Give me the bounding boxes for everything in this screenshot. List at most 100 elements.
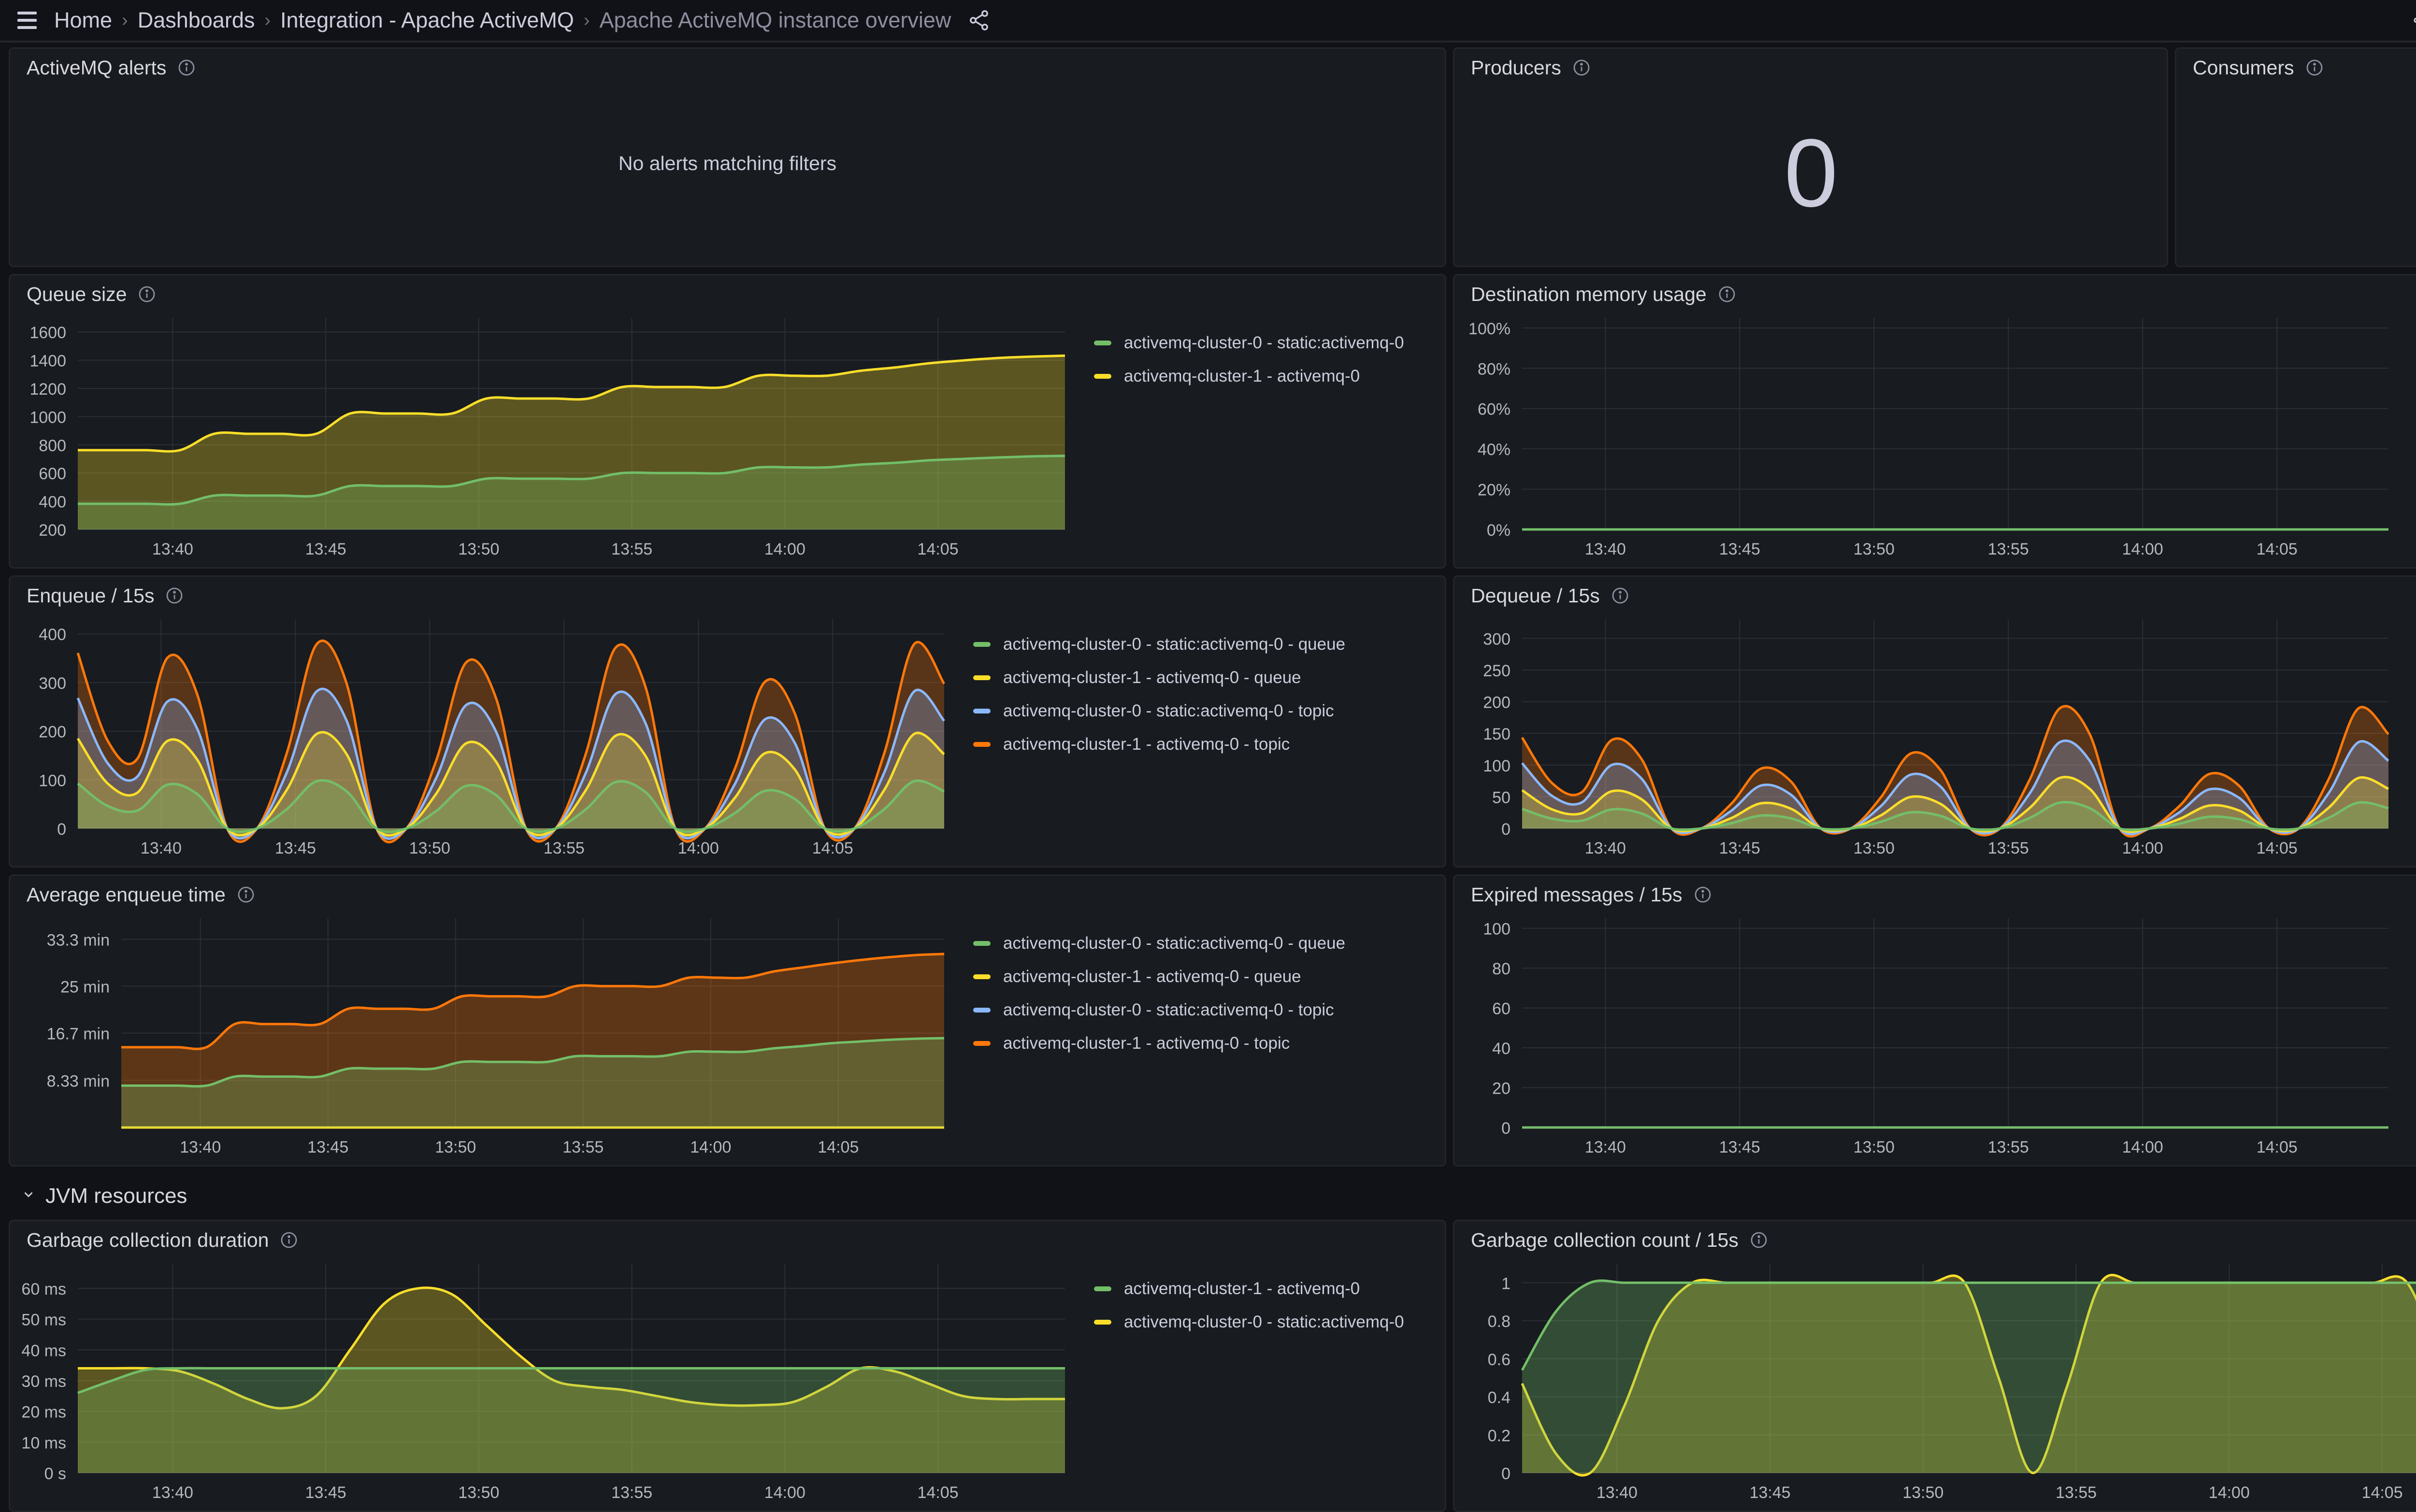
breadcrumb-item-integration[interactable]: Integration - Apache ActiveMQ (280, 8, 574, 33)
svg-text:40%: 40% (1478, 441, 1510, 459)
info-icon[interactable] (1693, 885, 1712, 904)
legend-item-label: activemq-cluster-1 - activemq-0 - queue (1003, 668, 1301, 687)
svg-text:400: 400 (39, 493, 66, 512)
legend-item[interactable]: activemq-cluster-0 - static:activemq-0 (1094, 333, 1445, 353)
svg-text:14:00: 14:00 (690, 1138, 731, 1156)
legend-item[interactable]: activemq-cluster-1 - activemq-0 - queue (973, 967, 1445, 986)
svg-text:200: 200 (39, 723, 66, 742)
svg-text:14:05: 14:05 (918, 1483, 959, 1502)
share-icon[interactable] (967, 9, 991, 32)
legend-average-enqueue-time: activemq-cluster-0 - static:activemq-0 -… (957, 908, 1445, 1165)
panel-consumers: Consumers 0 (2175, 47, 2416, 267)
legend-item[interactable]: activemq-cluster-1 - activemq-0 - queue (973, 668, 1445, 687)
panel-title: Queue size (27, 283, 127, 306)
svg-text:13:45: 13:45 (307, 1138, 348, 1156)
svg-text:0 s: 0 s (44, 1465, 66, 1483)
breadcrumb-separator: › (112, 10, 138, 31)
svg-text:13:50: 13:50 (1902, 1483, 1943, 1502)
legend-color-swatch (973, 709, 991, 713)
dashboard-settings-button[interactable] (2401, 4, 2416, 36)
alerts-empty-message: No alerts matching filters (10, 81, 1445, 266)
info-icon[interactable] (177, 58, 196, 77)
panel-title: Consumers (2193, 57, 2294, 79)
legend-item[interactable]: activemq-cluster-0 - static:activemq-0 (1094, 1312, 1445, 1332)
menu-toggle-icon[interactable] (14, 7, 41, 34)
svg-text:0: 0 (1501, 820, 1510, 839)
info-icon[interactable] (165, 586, 184, 605)
panel-title: Producers (1471, 57, 1561, 79)
breadcrumb-item-home[interactable]: Home (54, 8, 112, 33)
panel-header: Queue size (10, 275, 1445, 307)
legend-item[interactable]: activemq-cluster-1 - activemq-0 - topic (973, 1034, 1445, 1053)
info-icon[interactable] (236, 885, 256, 904)
svg-text:8.33 min: 8.33 min (47, 1072, 110, 1091)
info-icon[interactable] (1749, 1230, 1769, 1250)
info-icon[interactable] (1572, 58, 1591, 77)
svg-text:13:45: 13:45 (305, 540, 346, 558)
panel-header: Destination memory usage (1454, 275, 2416, 307)
legend-item-label: activemq-cluster-1 - activemq-0 (1124, 367, 1360, 386)
svg-text:13:40: 13:40 (152, 1483, 193, 1502)
legend-item[interactable]: activemq-cluster-0 - static:activemq-0 -… (973, 934, 1445, 953)
info-icon[interactable] (1611, 586, 1630, 605)
producers-stat-value: 0 (1454, 81, 2167, 266)
legend-item[interactable]: activemq-cluster-0 - static:activemq-0 -… (973, 635, 1445, 654)
info-icon[interactable] (279, 1230, 299, 1250)
info-icon[interactable] (137, 285, 157, 304)
svg-text:200: 200 (1483, 694, 1510, 712)
svg-text:13:40: 13:40 (141, 839, 182, 857)
svg-text:300: 300 (39, 674, 66, 693)
panel-header: Enqueue / 15s (10, 577, 1445, 609)
chevron-down-icon[interactable] (21, 1187, 36, 1205)
legend-item[interactable]: activemq-cluster-0 - static:activemq-0 -… (973, 1000, 1445, 1020)
svg-text:14:05: 14:05 (2257, 540, 2298, 558)
svg-text:40 ms: 40 ms (21, 1341, 66, 1360)
legend-item[interactable]: activemq-cluster-1 - activemq-0 (1094, 367, 1445, 386)
chart-area (1522, 1281, 2416, 1473)
info-icon[interactable] (1717, 285, 1737, 304)
svg-text:33.3 min: 33.3 min (47, 931, 110, 949)
legend-item[interactable]: activemq-cluster-1 - activemq-0 (1094, 1279, 1445, 1298)
info-icon[interactable] (2305, 58, 2324, 77)
panel-title: Average enqueue time (27, 884, 226, 906)
panel-header: ActiveMQ alerts (10, 49, 1445, 81)
legend-color-swatch (973, 675, 991, 680)
legend-color-swatch (973, 1041, 991, 1046)
row-header-jvm-resources[interactable]: JVM resources (9, 1173, 2416, 1220)
legend-item-label: activemq-cluster-1 - activemq-0 - topic (1003, 735, 1290, 754)
svg-text:13:55: 13:55 (2056, 1483, 2097, 1502)
breadcrumb-item-dashboards[interactable]: Dashboards (138, 8, 255, 33)
svg-text:14:05: 14:05 (812, 839, 853, 857)
svg-text:14:05: 14:05 (818, 1138, 859, 1156)
legend-item[interactable]: activemq-cluster-1 - activemq-0 - topic (973, 735, 1445, 754)
svg-text:13:50: 13:50 (1854, 1138, 1895, 1156)
legend-color-swatch (973, 941, 991, 946)
svg-text:13:45: 13:45 (275, 839, 316, 857)
panel-title: Dequeue / 15s (1471, 585, 1600, 607)
svg-text:400: 400 (39, 626, 66, 644)
panel-title: Garbage collection duration (27, 1229, 269, 1252)
legend-garbage-collection-duration: activemq-cluster-1 - activemq-0 activemq-… (1078, 1253, 1445, 1511)
breadcrumb-item-current: Apache ActiveMQ instance overview (600, 8, 951, 33)
svg-text:30 ms: 30 ms (21, 1372, 66, 1391)
legend-item[interactable]: activemq-cluster-0 - static:activemq-0 -… (973, 701, 1445, 721)
svg-text:25 min: 25 min (60, 978, 110, 996)
chart-area (78, 1368, 1065, 1473)
